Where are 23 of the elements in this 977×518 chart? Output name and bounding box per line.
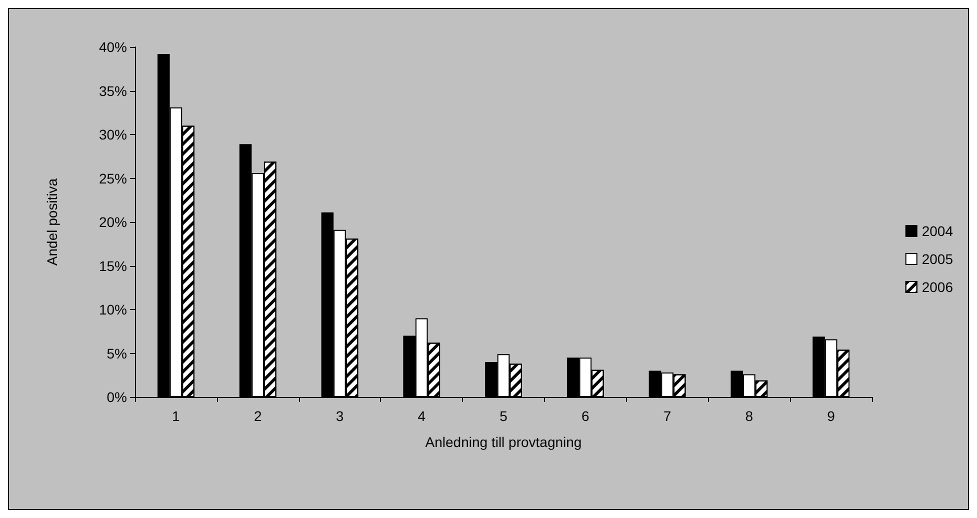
x-axis-title: Anledning till provtagning (425, 434, 582, 450)
x-tick-label: 2 (254, 408, 262, 424)
x-tick-label: 9 (827, 408, 836, 424)
y-tick-label: 5% (106, 345, 127, 362)
legend-label: 2006 (922, 279, 954, 295)
y-tick-label: 40% (98, 39, 127, 55)
y-tick-label: 25% (98, 170, 127, 186)
y-tick-label: 35% (98, 82, 127, 99)
y-tick-label: 30% (98, 126, 127, 142)
x-tick-label: 1 (172, 408, 180, 424)
legend-label: 2005 (922, 251, 954, 267)
y-axis-title: Andel positiva (44, 178, 60, 266)
x-tick-label: 7 (663, 408, 672, 424)
x-tick-label: 8 (745, 408, 754, 424)
x-tick-label: 3 (336, 408, 344, 424)
y-tick-label: 20% (98, 214, 127, 230)
y-tick-label: 0% (106, 389, 127, 405)
x-tick-label: 6 (581, 408, 590, 424)
x-tick-label: 5 (500, 408, 508, 424)
legend-label: 2004 (922, 223, 954, 239)
y-tick-label: 10% (98, 302, 127, 318)
y-tick-label: 15% (98, 258, 127, 274)
x-tick-label: 4 (418, 408, 426, 424)
